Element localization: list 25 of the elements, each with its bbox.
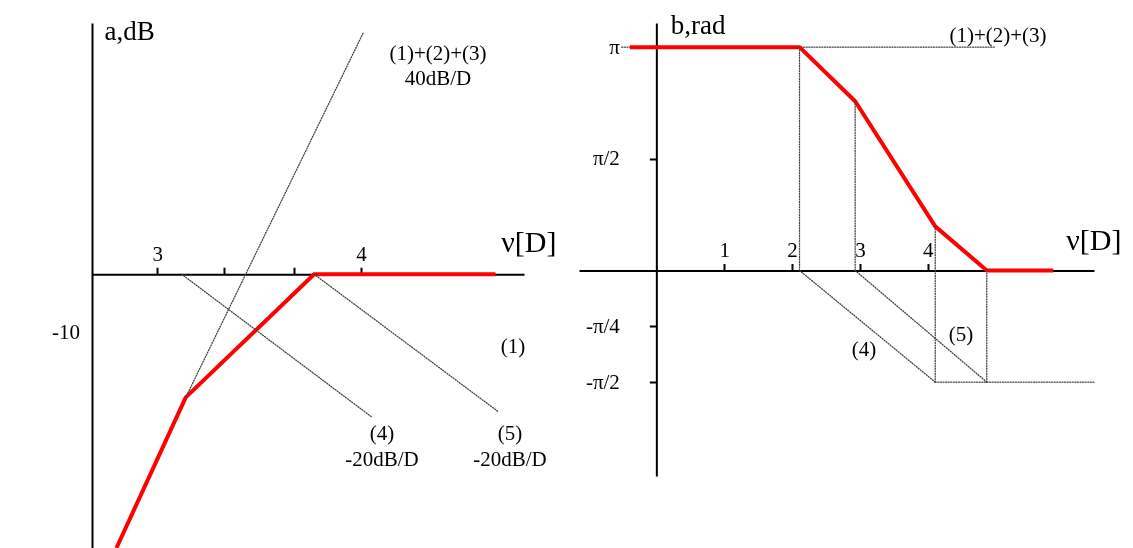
annotation: (1) bbox=[500, 334, 526, 358]
x-tick-label: 1 bbox=[719, 237, 730, 262]
text: -10 bbox=[52, 320, 80, 344]
annotation: (4) bbox=[851, 337, 877, 361]
x-axis-title: ν[D] bbox=[501, 224, 557, 258]
annotation: (5) bbox=[948, 322, 974, 346]
y-tick-label: π bbox=[609, 34, 621, 59]
annotation: -20dB/D bbox=[345, 447, 419, 471]
annotation: -20dB/D bbox=[473, 447, 547, 471]
annotation: (5) bbox=[497, 421, 523, 445]
y-tick-label: -π/4 bbox=[585, 313, 621, 338]
x-tick-label: 4 bbox=[356, 241, 368, 266]
y-axis-title: b,rad bbox=[670, 9, 727, 40]
annotation: (1)+(2)+(3) bbox=[949, 23, 1047, 47]
annotation: 40dB/D bbox=[404, 66, 472, 90]
x-tick-label: 4 bbox=[923, 237, 935, 262]
x-tick-label: 2 bbox=[787, 237, 798, 262]
annotation: (4) bbox=[369, 421, 395, 445]
y-tick-label: π/2 bbox=[592, 146, 620, 171]
y-axis-title: a,dB bbox=[104, 15, 155, 46]
x-axis-title: ν[D] bbox=[1066, 222, 1122, 256]
x-tick-label: 3 bbox=[152, 241, 163, 266]
x-tick-label: 3 bbox=[855, 237, 866, 262]
annotation: (1)+(2)+(3) bbox=[389, 41, 487, 65]
y-tick-label: -π/2 bbox=[585, 369, 620, 394]
